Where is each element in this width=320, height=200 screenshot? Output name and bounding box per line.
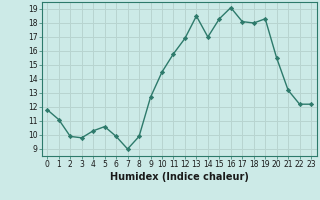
X-axis label: Humidex (Indice chaleur): Humidex (Indice chaleur) (110, 172, 249, 182)
